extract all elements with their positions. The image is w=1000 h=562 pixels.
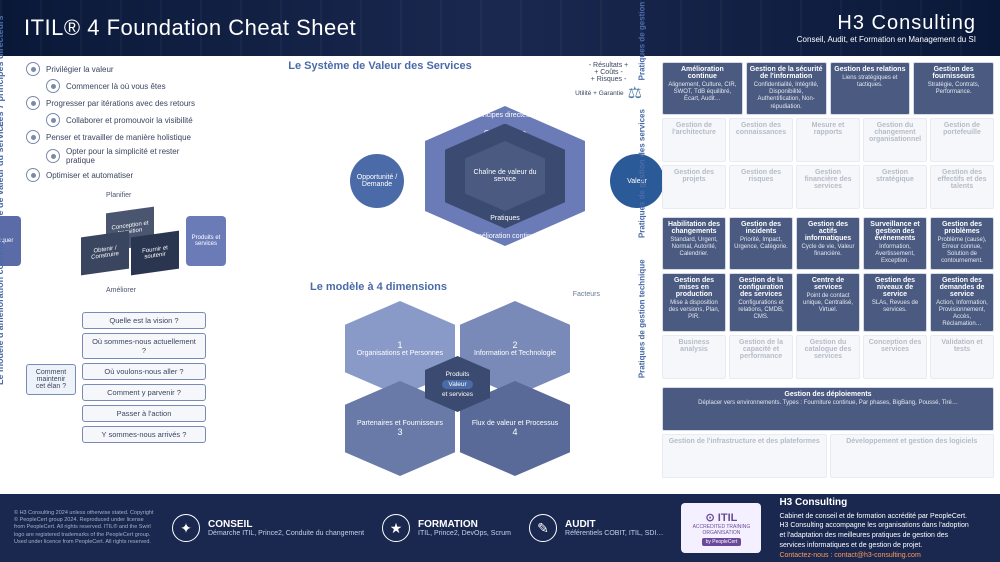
principle-item: Opter pour la simplicité et rester prati…: [46, 147, 206, 165]
left-column: Les 7 principes directeurs Privilégier l…: [0, 56, 210, 494]
brand: H3 Consulting Conseil, Audit, et Formati…: [797, 12, 976, 44]
practice-card: Gestion de la configuration des services…: [729, 273, 793, 333]
compass-icon: ✦: [172, 514, 200, 542]
practice-card: Gestion du catalogue des services: [796, 335, 860, 379]
practice-card: Gestion de la capacité et performance: [729, 335, 793, 379]
bullet-icon: [46, 113, 60, 127]
brand-tagline: Conseil, Audit, et Formation en Manageme…: [797, 35, 976, 44]
bullet-icon: [26, 168, 40, 182]
flow-step: Y sommes-nous arrivés ?: [82, 426, 206, 443]
practice-card: Gestion stratégique: [863, 165, 927, 209]
practice-card: Gestion des niveaux de serviceSLAs, Revu…: [863, 273, 927, 333]
practice-card: Gestion des effectifs et des talents: [930, 165, 994, 209]
value-chain-section: La chaîne de valeur du service Planifier…: [4, 192, 206, 302]
itil-badge: ⊙ ITIL ACCREDITED TRAINING ORGANISATION …: [681, 503, 761, 553]
flow-step: Où voulons-nous aller ?: [82, 363, 206, 380]
practice-card: Surveillance et gestion des événementsIn…: [863, 217, 927, 270]
flow-step: Passer à l'action: [82, 405, 206, 422]
practice-card: Gestion de l'architecture: [662, 118, 726, 162]
footer: © H3 Consulting 2024 unless otherwise st…: [0, 494, 1000, 562]
bullet-icon: [46, 79, 60, 93]
bullet-icon: [26, 62, 40, 76]
practice-card: Gestion du changement organisationnel: [863, 118, 927, 162]
practices-tech: Pratiques de gestion technique Gestion d…: [658, 387, 994, 478]
practice-card: Gestion des risques: [729, 165, 793, 209]
svs-diagram: Opportunité / Demande Principes directeu…: [300, 66, 560, 266]
bullet-icon: [26, 96, 40, 110]
practice-card: Business analysis: [662, 335, 726, 379]
practice-card: Validation et tests: [930, 335, 994, 379]
star-icon: ★: [382, 514, 410, 542]
practice-card: Gestion des déploiementsDéplacer vers en…: [662, 387, 994, 431]
practice-card: Conception des services: [863, 335, 927, 379]
dimensions-diagram: Le modèle à 4 dimensions Facteurs 1Organ…: [310, 281, 610, 481]
badge-icon: ✎: [529, 514, 557, 542]
principle-item: Collaborer et promouvoir la visibilité: [46, 113, 206, 127]
practice-card: Centre de servicesPoint de contact uniqu…: [796, 273, 860, 333]
principle-item: Privilégier la valeur: [26, 62, 206, 76]
svs-hex: Principes directeurs Gouvernance Chaîne …: [425, 106, 585, 246]
practice-card: Habilitation des changementsStandard, Ur…: [662, 217, 726, 270]
practice-card: Gestion financière des services: [796, 165, 860, 209]
practice-card: Gestion des actifs informatiquesCycle de…: [796, 217, 860, 270]
improvement-section: Le modèle d'amélioration continue Commen…: [4, 312, 206, 447]
page-title: ITIL® 4 Foundation Cheat Sheet: [24, 15, 356, 41]
main: Les 7 principes directeurs Privilégier l…: [0, 56, 1000, 494]
principle-item: Commencer là où vous êtes: [46, 79, 206, 93]
bullet-icon: [46, 149, 60, 163]
flow-step: Comment y parvenir ?: [82, 384, 206, 401]
practice-card: Développement et gestion des logiciels: [830, 434, 995, 478]
bullet-icon: [26, 130, 40, 144]
practice-card: Gestion de portefeuille: [930, 118, 994, 162]
brand-name: H3 Consulting: [797, 12, 976, 35]
balance-scale: - Résultats + + Coûts - + Risques - Util…: [575, 62, 642, 103]
practice-card: Gestion des incidentsPriorité, Impact, U…: [729, 217, 793, 270]
practice-card: Gestion des projets: [662, 165, 726, 209]
service-formation: ★ FORMATIONITIL, Prince2, DevOps, Scrum: [382, 514, 511, 542]
middle-column: Le Système de Valeur des Services - Résu…: [210, 56, 652, 494]
principle-item: Penser et travailler de manière holistiq…: [26, 130, 206, 144]
header: ITIL® 4 Foundation Cheat Sheet H3 Consul…: [0, 0, 1000, 56]
practice-card: Gestion de l'infrastructure et des plate…: [662, 434, 827, 478]
practice-card: Mesure et rapports: [796, 118, 860, 162]
practice-card: Gestion des problèmesProblème (cause), E…: [930, 217, 994, 270]
right-column: Pratiques de gestion générales Améliorat…: [652, 56, 1000, 494]
practice-card: Gestion des mises en productionMise à di…: [662, 273, 726, 333]
practices-general: Pratiques de gestion générales Améliorat…: [658, 62, 994, 209]
practice-card: Amélioration continueAlignement, Culture…: [662, 62, 743, 115]
practice-card: Gestion des demandes de serviceAction, I…: [930, 273, 994, 333]
practice-card: Gestion des fournisseursStratégie, Contr…: [913, 62, 994, 115]
principle-item: Optimiser et automatiser: [26, 168, 206, 182]
service-conseil: ✦ CONSEILDémarche ITIL, Prince2, Conduit…: [172, 514, 364, 542]
scale-icon: ⚖: [628, 83, 642, 103]
dimensions-title: Le modèle à 4 dimensions: [310, 281, 610, 293]
practices-service: Pratiques de gestion des services Habili…: [658, 217, 994, 380]
flow-step: Où sommes-nous actuellement ?: [82, 333, 206, 359]
flow-loop-side: Comment maintenir cet élan ?: [26, 364, 76, 395]
practice-card: Gestion de la sécurité de l'informationC…: [746, 62, 827, 115]
svs-opportunity: Opportunité / Demande: [350, 154, 404, 208]
principles-section: Les 7 principes directeurs Privilégier l…: [4, 62, 206, 182]
footer-about: H3 Consulting Cabinet de conseil et de f…: [779, 496, 969, 561]
contact-link[interactable]: Contactez-nous : contact@h3-consulting.c…: [779, 551, 969, 561]
service-audit: ✎ AUDITRéférentiels COBIT, ITIL, SDI…: [529, 514, 663, 542]
practice-card: Gestion des relationsLiens stratégiques …: [830, 62, 911, 115]
practice-card: Gestion des connaissances: [729, 118, 793, 162]
value-chain-diagram: Planifier Impliquer Conception et transi…: [26, 192, 206, 302]
flow-step: Quelle est la vision ?: [82, 312, 206, 329]
copyright: © H3 Consulting 2024 unless otherwise st…: [14, 510, 154, 546]
principle-item: Progresser par itérations avec des retou…: [26, 96, 206, 110]
